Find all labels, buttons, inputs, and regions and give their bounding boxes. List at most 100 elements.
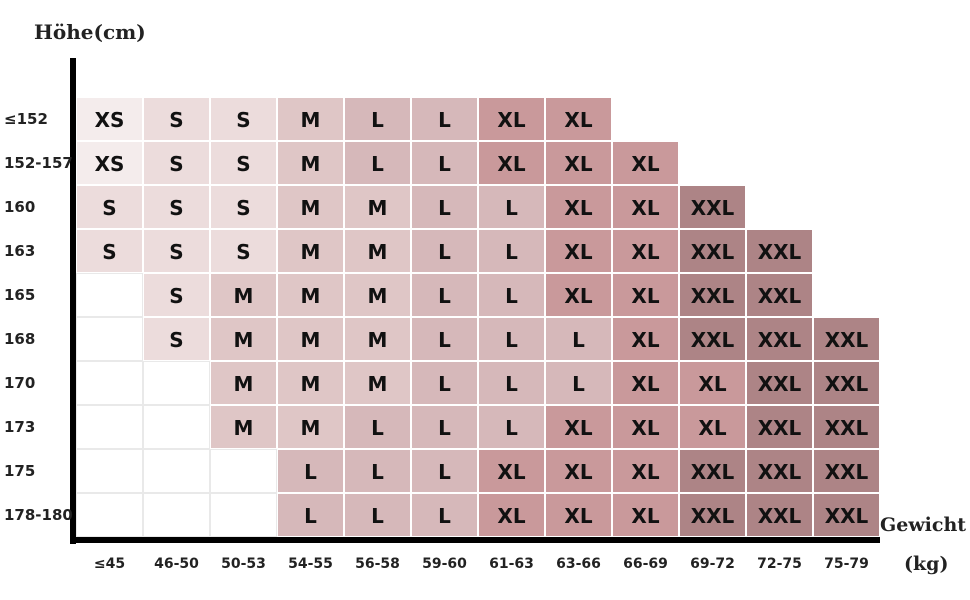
size-cell: L — [344, 97, 411, 141]
size-cell: L — [411, 185, 478, 229]
size-cell: L — [411, 449, 478, 493]
size-cell: L — [411, 229, 478, 273]
x-axis-line — [70, 537, 880, 543]
size-cell: M — [277, 317, 344, 361]
row-label: 170 — [4, 374, 36, 392]
size-cell: XL — [612, 449, 679, 493]
size-cell: M — [277, 273, 344, 317]
size-cell: M — [210, 361, 277, 405]
size-cell: L — [344, 493, 411, 537]
size-cell: XL — [612, 229, 679, 273]
size-cell: XXL — [813, 317, 880, 361]
y-axis-line — [70, 58, 76, 544]
size-cell: M — [344, 317, 411, 361]
size-cell: L — [478, 361, 545, 405]
column-label: 46-50 — [154, 556, 199, 572]
size-cell: XL — [545, 405, 612, 449]
size-cell: XXL — [746, 405, 813, 449]
row-label: 152-157 — [4, 154, 73, 172]
size-cell: L — [277, 493, 344, 537]
size-cell: XL — [478, 141, 545, 185]
size-cell: XXL — [813, 405, 880, 449]
column-label: 50-53 — [221, 556, 266, 572]
size-cell: S — [76, 229, 143, 273]
size-cell: M — [277, 361, 344, 405]
row-label: ≤152 — [4, 110, 48, 128]
size-cell: XXL — [746, 493, 813, 537]
size-cell: XXL — [679, 449, 746, 493]
size-cell: XXL — [746, 229, 813, 273]
size-cell: S — [143, 317, 210, 361]
size-cell: XL — [478, 449, 545, 493]
size-cell: L — [344, 449, 411, 493]
column-label: 66-69 — [623, 556, 668, 572]
size-cell: L — [478, 185, 545, 229]
column-label: 69-72 — [690, 556, 735, 572]
size-cell: S — [143, 97, 210, 141]
size-cell: XL — [478, 493, 545, 537]
column-label: 63-66 — [556, 556, 601, 572]
size-cell: L — [478, 273, 545, 317]
size-cell: S — [210, 229, 277, 273]
size-cell: XXL — [813, 361, 880, 405]
x-axis-unit: (kg) — [904, 553, 949, 575]
size-cell: S — [210, 97, 277, 141]
size-cell: XXL — [813, 493, 880, 537]
size-cell: L — [478, 229, 545, 273]
size-cell: XL — [612, 273, 679, 317]
empty-cell — [76, 273, 143, 317]
size-cell: L — [545, 317, 612, 361]
empty-cell — [210, 449, 277, 493]
size-cell: L — [344, 405, 411, 449]
x-axis-title: Gewicht — [880, 514, 967, 536]
size-cell: L — [411, 361, 478, 405]
row-label: 160 — [4, 198, 36, 216]
size-cell: M — [344, 229, 411, 273]
size-cell: XXL — [746, 361, 813, 405]
size-cell: XL — [612, 361, 679, 405]
size-cell: M — [277, 229, 344, 273]
empty-cell — [143, 493, 210, 537]
size-cell: XL — [545, 229, 612, 273]
row-label: 165 — [4, 286, 36, 304]
row-label: 163 — [4, 242, 36, 260]
size-cell: M — [210, 317, 277, 361]
size-cell: S — [210, 185, 277, 229]
empty-cell — [76, 449, 143, 493]
size-cell: M — [277, 97, 344, 141]
size-cell: XL — [679, 405, 746, 449]
size-cell: M — [210, 273, 277, 317]
size-cell: L — [545, 361, 612, 405]
size-cell: XL — [545, 97, 612, 141]
size-cell: L — [344, 141, 411, 185]
column-label: 59-60 — [422, 556, 467, 572]
size-cell: XXL — [679, 185, 746, 229]
size-cell: XL — [545, 185, 612, 229]
size-cell: L — [478, 317, 545, 361]
size-cell: XXL — [679, 273, 746, 317]
empty-cell — [143, 405, 210, 449]
size-cell: L — [411, 493, 478, 537]
size-cell: M — [277, 185, 344, 229]
row-label: 178-180 — [4, 506, 73, 524]
size-cell: L — [411, 141, 478, 185]
size-cell: XL — [612, 405, 679, 449]
empty-cell — [143, 361, 210, 405]
size-cell: M — [277, 141, 344, 185]
column-label: 72-75 — [757, 556, 802, 572]
size-cell: M — [277, 405, 344, 449]
size-cell: XXL — [679, 317, 746, 361]
size-cell: XL — [612, 141, 679, 185]
empty-cell — [76, 493, 143, 537]
size-cell: XL — [612, 317, 679, 361]
column-label: 56-58 — [355, 556, 400, 572]
size-cell: S — [143, 141, 210, 185]
row-label: 168 — [4, 330, 36, 348]
size-cell: XL — [478, 97, 545, 141]
size-cell: XXL — [679, 493, 746, 537]
size-cell: S — [143, 185, 210, 229]
size-cell: XL — [545, 493, 612, 537]
size-cell: S — [210, 141, 277, 185]
size-cell: S — [76, 185, 143, 229]
y-axis-title: Höhe(cm) — [34, 20, 146, 44]
